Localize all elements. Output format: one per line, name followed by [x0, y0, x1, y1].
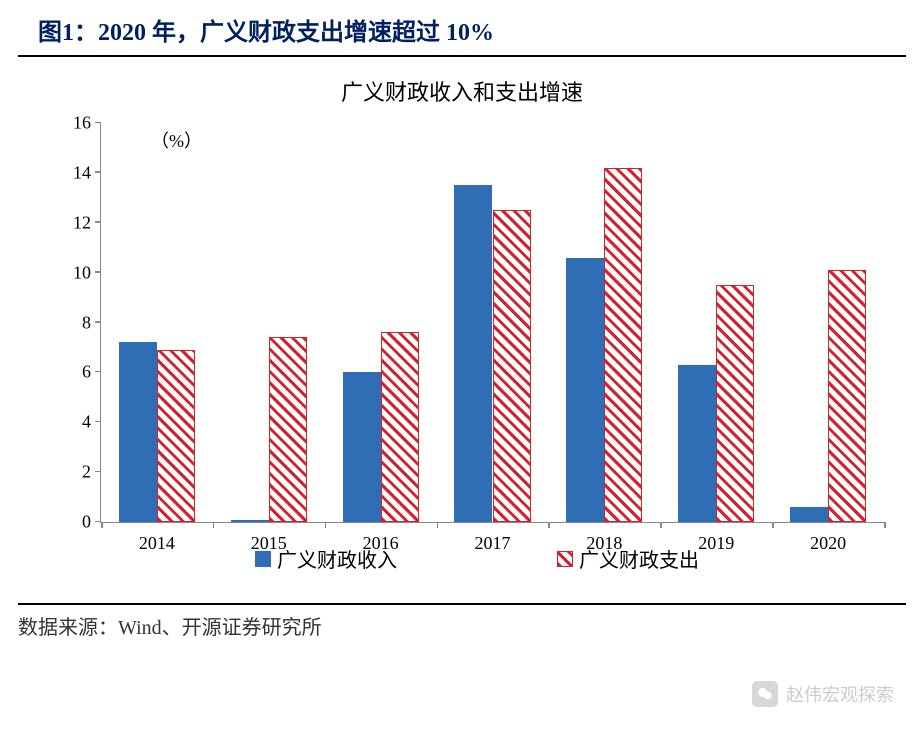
- figure-header: 图1：2020 年，广义财政支出增速超过 10%: [18, 0, 906, 57]
- watermark: 赵伟宏观探索: [752, 681, 894, 707]
- source-row: 数据来源：Wind、开源证券研究所: [18, 603, 906, 640]
- legend-label-expenditure: 广义财政支出: [579, 544, 699, 573]
- bar-expenditure: [604, 168, 642, 522]
- chart-title: 广义财政收入和支出增速: [0, 75, 924, 107]
- y-tick-mark: [95, 271, 101, 273]
- x-tick-mark: [101, 522, 103, 528]
- y-tick-mark: [95, 171, 101, 173]
- bar-expenditure: [828, 270, 866, 522]
- y-tick-label: 4: [51, 412, 91, 433]
- source-text: Wind、开源证券研究所: [118, 617, 322, 639]
- y-tick-mark: [95, 321, 101, 323]
- legend-swatch-expenditure: [557, 551, 573, 567]
- y-tick-mark: [95, 471, 101, 473]
- bar-expenditure: [716, 285, 754, 522]
- y-tick-label: 14: [51, 162, 91, 183]
- bar-expenditure: [157, 350, 195, 522]
- chart-area: （%） 024681012141620142015201620172018201…: [60, 113, 894, 603]
- x-tick-mark: [325, 522, 327, 528]
- bar-revenue: [119, 342, 157, 522]
- bar-expenditure: [381, 332, 419, 522]
- watermark-text: 赵伟宏观探索: [786, 681, 894, 707]
- bar-expenditure: [493, 210, 531, 522]
- y-tick-label: 16: [51, 113, 91, 134]
- y-tick-label: 0: [51, 512, 91, 533]
- bar-revenue: [566, 258, 604, 522]
- bar-expenditure: [269, 337, 307, 522]
- y-tick-mark: [95, 421, 101, 423]
- y-tick-label: 6: [51, 362, 91, 383]
- x-tick-mark: [548, 522, 550, 528]
- y-tick-mark: [95, 122, 101, 124]
- bar-revenue: [790, 507, 828, 522]
- y-unit-label: （%）: [151, 127, 202, 153]
- bar-revenue: [678, 365, 716, 522]
- x-tick-mark: [213, 522, 215, 528]
- figure-header-text: 图1：2020 年，广义财政支出增速超过 10%: [38, 20, 494, 46]
- source-prefix: 数据来源：: [18, 617, 118, 639]
- legend-item-expenditure: 广义财政支出: [557, 544, 699, 573]
- legend-item-revenue: 广义财政收入: [255, 544, 397, 573]
- legend-label-revenue: 广义财政收入: [277, 544, 397, 573]
- chart-legend: 广义财政收入 广义财政支出: [60, 544, 894, 573]
- y-tick-label: 10: [51, 262, 91, 283]
- wechat-icon: [752, 681, 778, 707]
- bar-revenue: [231, 520, 269, 522]
- chart-plot: （%） 024681012141620142015201620172018201…: [100, 123, 884, 523]
- x-tick-mark: [437, 522, 439, 528]
- legend-swatch-revenue: [255, 551, 271, 567]
- y-tick-label: 2: [51, 462, 91, 483]
- y-tick-mark: [95, 371, 101, 373]
- y-tick-label: 12: [51, 212, 91, 233]
- x-tick-mark: [884, 522, 886, 528]
- x-tick-mark: [772, 522, 774, 528]
- bar-revenue: [454, 185, 492, 522]
- y-tick-mark: [95, 221, 101, 223]
- x-tick-mark: [660, 522, 662, 528]
- y-tick-label: 8: [51, 312, 91, 333]
- bar-revenue: [343, 372, 381, 522]
